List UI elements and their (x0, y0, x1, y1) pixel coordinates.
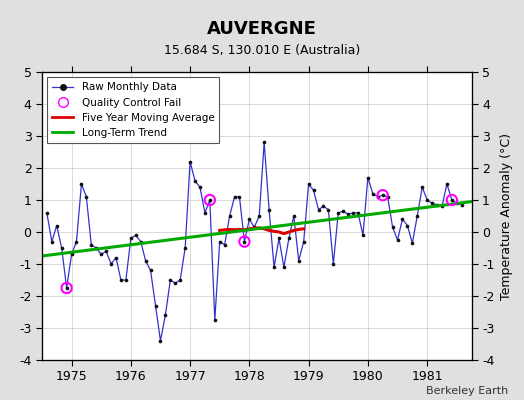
Point (265, 206, 274, 213)
Point (231, 194, 239, 200)
Point (294, 258, 303, 264)
Point (285, 235, 293, 242)
Point (225, 213, 234, 219)
Point (413, 213, 421, 219)
Point (433, 202, 441, 208)
Point (62, 285, 71, 291)
Point (364, 174, 372, 181)
Point (137, 238, 145, 245)
Point (72, 238, 81, 245)
Point (58, 245, 66, 251)
Point (62, 285, 71, 291)
Point (339, 208, 347, 214)
Point (186, 158, 194, 165)
Point (240, 238, 248, 245)
Point (245, 216, 254, 222)
Point (77, 181, 85, 187)
Point (255, 213, 264, 219)
Point (166, 277, 174, 283)
Point (403, 222, 412, 229)
Point (270, 264, 278, 270)
Point (127, 235, 135, 242)
Point (48, 238, 56, 245)
Point (68, 251, 76, 258)
Point (349, 210, 357, 216)
Point (196, 184, 204, 190)
Text: Berkeley Earth: Berkeley Earth (426, 386, 508, 396)
Point (82, 194, 91, 200)
Point (146, 267, 155, 274)
Point (122, 277, 130, 283)
Point (368, 190, 377, 197)
Point (438, 203, 446, 210)
Point (151, 302, 160, 309)
Point (388, 224, 397, 230)
Point (191, 178, 199, 184)
Point (117, 277, 125, 283)
Point (443, 181, 451, 187)
Point (112, 254, 120, 261)
Point (428, 200, 436, 206)
Point (205, 197, 214, 203)
Point (221, 242, 229, 248)
Point (132, 232, 140, 238)
Point (344, 211, 352, 218)
Point (378, 192, 387, 198)
Y-axis label: Temperature Anomaly (°C): Temperature Anomaly (°C) (500, 132, 513, 300)
Point (205, 197, 214, 203)
Point (280, 264, 288, 270)
Point (394, 237, 402, 243)
Point (161, 312, 170, 318)
Point (447, 197, 456, 203)
Point (324, 206, 333, 213)
Point (141, 258, 150, 264)
Point (42, 210, 51, 216)
Point (102, 248, 110, 254)
Point (300, 238, 308, 245)
Text: 15.684 S, 130.010 E (Australia): 15.684 S, 130.010 E (Australia) (164, 44, 360, 57)
Point (319, 203, 328, 210)
Point (181, 245, 189, 251)
Point (92, 245, 101, 251)
Point (314, 206, 323, 213)
Point (453, 200, 461, 206)
Point (334, 210, 343, 216)
Point (52, 222, 61, 229)
Point (408, 240, 417, 246)
Point (447, 197, 456, 203)
Point (87, 242, 95, 248)
Point (384, 194, 392, 200)
Text: AUVERGNE: AUVERGNE (207, 20, 317, 38)
Point (309, 187, 318, 194)
Point (250, 224, 258, 230)
Point (329, 261, 337, 267)
Point (275, 235, 283, 242)
Point (97, 251, 105, 258)
Point (156, 338, 165, 344)
Point (398, 216, 407, 222)
Point (457, 202, 466, 208)
Point (418, 184, 427, 190)
Point (201, 210, 209, 216)
Point (107, 261, 115, 267)
Point (211, 317, 219, 323)
Point (171, 280, 179, 286)
Point (304, 181, 313, 187)
Point (235, 194, 244, 200)
Point (374, 194, 382, 200)
Point (354, 210, 362, 216)
Point (378, 192, 387, 198)
Point (215, 238, 224, 245)
Point (240, 238, 248, 245)
Point (260, 139, 268, 146)
Point (359, 232, 367, 238)
Point (176, 277, 184, 283)
Point (423, 197, 431, 203)
Legend: Raw Monthly Data, Quality Control Fail, Five Year Moving Average, Long-Term Tren: Raw Monthly Data, Quality Control Fail, … (47, 77, 220, 143)
Point (290, 213, 298, 219)
